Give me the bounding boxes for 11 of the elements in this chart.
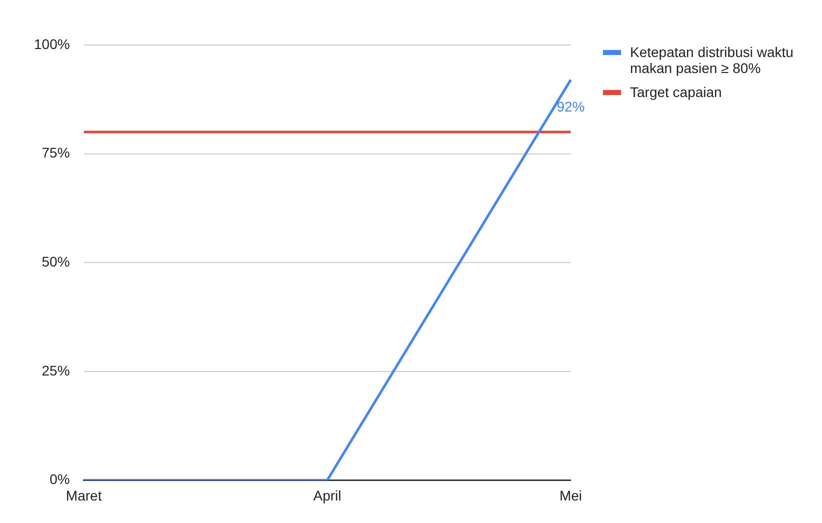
y-tick-label: 75% bbox=[42, 144, 70, 161]
y-tick-label: 0% bbox=[50, 471, 70, 488]
legend-label: Target capaian bbox=[630, 84, 722, 100]
x-tick-label: Maret bbox=[66, 487, 102, 504]
legend-label: Ketepatan distribusi waktu makan pasien ≥ 80% bbox=[630, 44, 794, 76]
data-label: 92% bbox=[556, 98, 585, 115]
y-tick-label: 25% bbox=[42, 362, 70, 378]
x-tick-label: April bbox=[313, 487, 342, 504]
y-tick-label: 50% bbox=[42, 253, 70, 270]
x-tick-label: Mei bbox=[559, 487, 582, 504]
y-tick-label: 100% bbox=[34, 36, 70, 52]
